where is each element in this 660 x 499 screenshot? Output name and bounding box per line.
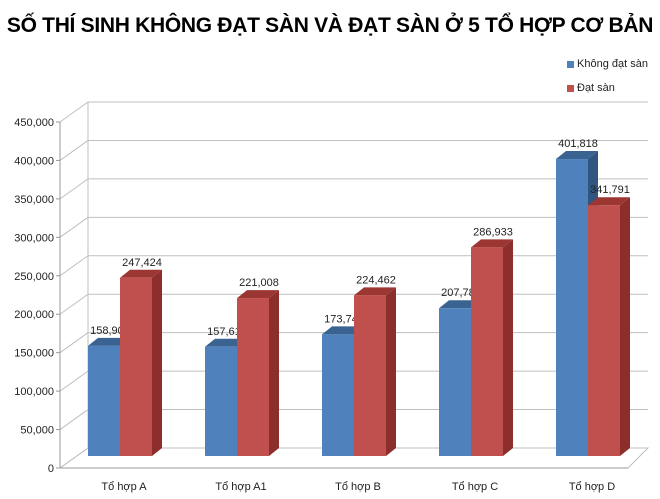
chart-title: SỐ THÍ SINH KHÔNG ĐẠT SÀN VÀ ĐẠT SÀN Ở 5… <box>6 14 654 37</box>
bar-top <box>471 239 513 248</box>
bar-dat-san <box>354 295 386 456</box>
bar-khong-dat-san <box>439 308 471 456</box>
data-label: 207,783 <box>441 287 481 299</box>
y-tick-label: 450,000 <box>14 117 54 129</box>
y-tick-label: 0 <box>48 463 54 475</box>
data-label: 221,008 <box>239 277 279 289</box>
data-label: 158,902 <box>90 325 130 337</box>
y-tick-label: 250,000 <box>14 271 54 283</box>
data-label: 157,617 <box>207 326 247 338</box>
data-label: 286,933 <box>473 226 513 238</box>
legend-item-dat-san: Đạt sàn <box>567 76 648 100</box>
x-category-label: Tổ hợp A <box>101 481 147 493</box>
bar-khong-dat-san <box>88 345 120 456</box>
x-category-label: Tổ hợp B <box>335 481 381 493</box>
bar-dat-san <box>471 247 503 456</box>
bar-dat-san <box>237 298 269 456</box>
bar-side <box>269 290 279 456</box>
x-category-label: Tổ hợp C <box>452 481 498 493</box>
bar-khong-dat-san <box>322 334 354 456</box>
legend-label: Không đạt sàn <box>577 58 648 70</box>
bar-side <box>503 239 513 456</box>
legend-item-khong-dat-san: Không đạt sàn <box>567 52 648 76</box>
bar-dat-san <box>588 205 620 456</box>
bar-top <box>120 269 162 278</box>
bar-side <box>386 287 396 456</box>
y-tick-label: 100,000 <box>14 386 54 398</box>
data-label: 247,424 <box>122 257 162 269</box>
data-label: 173,747 <box>324 313 364 325</box>
bar-khong-dat-san <box>556 159 588 456</box>
bar-side <box>620 197 630 457</box>
y-tick-label: 50,000 <box>20 425 54 437</box>
legend: Không đạt sàn Đạt sàn <box>567 52 648 100</box>
bar-dat-san <box>120 277 152 456</box>
bar-top <box>439 300 481 309</box>
bar-top <box>354 287 396 296</box>
y-tick-label: 400,000 <box>14 155 54 167</box>
data-label: 401,818 <box>558 138 598 150</box>
data-label: 341,791 <box>590 184 630 196</box>
bar-khong-dat-san <box>205 346 237 456</box>
legend-swatch-red <box>567 84 574 92</box>
y-tick-label: 300,000 <box>14 232 54 244</box>
bar-side <box>152 269 162 456</box>
bar-top <box>88 337 130 346</box>
x-category-label: Tổ hợp D <box>569 481 615 493</box>
x-category-label: Tổ hợp A1 <box>215 481 266 493</box>
y-tick-label: 200,000 <box>14 309 54 321</box>
bar-top <box>556 151 598 160</box>
data-label: 224,462 <box>356 274 396 286</box>
y-tick-label: 150,000 <box>14 348 54 360</box>
bar-top <box>205 338 247 347</box>
bar-top <box>588 197 630 206</box>
legend-label: Đạt sàn <box>577 82 615 94</box>
bar-top <box>322 326 364 335</box>
legend-swatch-blue <box>567 60 574 68</box>
y-tick-label: 350,000 <box>14 194 54 206</box>
bar-top <box>237 290 279 299</box>
